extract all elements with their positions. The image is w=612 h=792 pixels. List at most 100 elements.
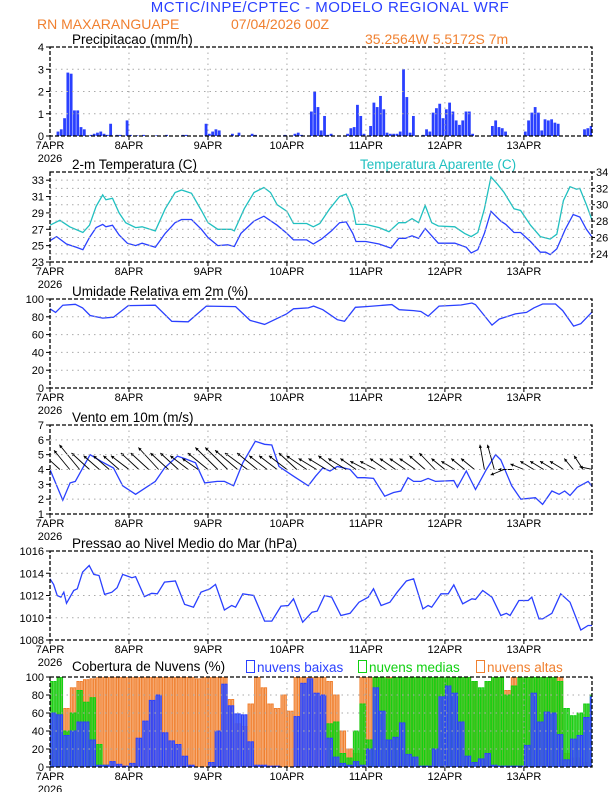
nuvens-altas-bar [191, 677, 195, 767]
precip-plot-area [56, 69, 592, 136]
nuvens-baixas-bar [594, 697, 596, 767]
temperature-xtick-label: 13APR [506, 266, 541, 278]
wind-plot-area [50, 440, 592, 506]
temperature-panel: 23 24 25 26 27 28 29 30 31 32 33 34 7APR 8APR 9APR 10AP… [32, 167, 609, 291]
precip-bar [142, 134, 145, 136]
wind-vector [248, 455, 268, 470]
nuvens-baixas-bar [161, 732, 166, 767]
wind-vector [103, 455, 120, 470]
precip-ytick-label: 3 [38, 64, 44, 76]
wind-vector-arrowhead [441, 461, 445, 465]
nuvens-baixas-bar [326, 737, 330, 767]
nuvens-baixas-bar [527, 744, 531, 767]
wind-ytick-label: 5 [38, 450, 44, 462]
precip-bar [550, 119, 554, 136]
humidity-xtick-label: 13APR [506, 392, 541, 404]
nuvens-baixas-bar [86, 721, 90, 767]
nuvens-medias-bar [415, 677, 419, 767]
nuvens-medias-bar [428, 677, 432, 767]
wind-vector-arrowhead [360, 461, 364, 465]
wind-vector-arrowhead [138, 447, 142, 451]
temperature-xtick-label: 8APR [115, 266, 144, 278]
nuvens-medias-bar [494, 677, 498, 767]
wind-vector [327, 458, 347, 470]
nuvens-baixas-bar [148, 699, 152, 767]
precip-bar [504, 131, 507, 136]
nuvens-altas-bar [188, 677, 192, 767]
nuvens-medias-bar [349, 757, 353, 767]
precip-bar [425, 129, 428, 136]
nuvens-medias-bar [487, 681, 491, 767]
precip-bar [76, 110, 80, 136]
precip-bar [543, 119, 547, 136]
cloud-xtick-label: 9APR [194, 771, 223, 783]
precip-bar [441, 118, 445, 136]
nuvens-baixas-bar [550, 712, 554, 767]
nuvens-medias-bar [556, 681, 560, 767]
wind-vector-arrowhead [369, 458, 374, 462]
nuvens-medias-bar [500, 677, 505, 767]
nuvens-medias-bar [89, 697, 93, 767]
nuvens-medias-bar [392, 677, 396, 767]
wind-vector [83, 455, 100, 470]
nuvens-altas-bar [217, 677, 222, 767]
wind-ytick-label: 4 [38, 465, 44, 477]
nuvens-altas-bar [211, 677, 215, 767]
precip-ytick-label: 4 [38, 42, 44, 54]
nuvens-altas-bar [257, 677, 261, 767]
wind-vector-arrowhead [340, 458, 344, 462]
nuvens-baixas-bar [382, 710, 386, 767]
precip-bar [346, 133, 349, 136]
nuvens-baixas-bar [102, 764, 106, 767]
precip-bar [527, 120, 530, 136]
nuvens-medias-bar [594, 695, 596, 767]
nuvens-baixas-bar [106, 764, 110, 767]
nuvens-medias-bar [523, 677, 528, 767]
precip-bar [553, 122, 557, 136]
nuvens-baixas-bar [191, 764, 195, 767]
wind-vector [389, 458, 406, 470]
nuvens-medias-bar [517, 677, 521, 767]
precip-bar [382, 109, 386, 136]
wind-vector [298, 458, 317, 470]
temperature-ytick-label: 33 [32, 175, 44, 187]
wind-vector-arrowhead [510, 463, 514, 467]
wind-vector [399, 458, 416, 470]
precip-bar [402, 69, 405, 136]
wind-vector [138, 447, 159, 470]
precip-bar [586, 128, 590, 136]
nuvens-baixas-bar [171, 740, 175, 767]
pressure-ytick-label: 1010 [20, 613, 44, 625]
precip-ytick-label: 2 [38, 87, 44, 99]
nuvens-altas-bar [366, 677, 370, 767]
nuvens-altas-bar [96, 677, 100, 767]
wind-xtick-label: 7APR [36, 518, 65, 530]
pressure-panel: 1008 1010 1012 1014 1016 7APR 8APR 9APR 10APR 11A… [20, 546, 593, 669]
precip-ytick-label: 0 [38, 131, 44, 143]
nuvens-baixas-bar [313, 692, 317, 767]
nuvens-altas-bar [129, 677, 133, 767]
precip-bar [250, 133, 254, 136]
temperature-xtick-label: 11APR [349, 266, 383, 278]
umidade-relativa-line [50, 302, 592, 327]
nuvens-baixas-bar [129, 762, 133, 767]
wind-vector-arrowhead [498, 467, 502, 472]
wind-vector-arrowhead [298, 458, 303, 462]
nuvens-medias-bar [412, 677, 416, 767]
precip-bar [540, 130, 544, 136]
precip-bar [356, 104, 359, 136]
pressure-ytick-label: 1008 [20, 635, 44, 647]
precip-bar [309, 111, 313, 136]
nuvens-baixas-bar [471, 762, 475, 767]
wind-vector-arrowhead [419, 453, 423, 457]
legend-swatch-high [476, 660, 485, 673]
humidity-xtick-label: 11APR [349, 392, 383, 404]
nuvens-baixas-bar [339, 762, 343, 767]
wind-vector-arrowhead [549, 461, 554, 465]
nuvens-baixas-bar [497, 765, 501, 767]
precip-xtick-label: 8APR [115, 140, 144, 152]
nuvens-altas-bar [125, 677, 129, 767]
pressao-line [50, 564, 592, 631]
nuvens-baixas-bar [244, 714, 248, 767]
